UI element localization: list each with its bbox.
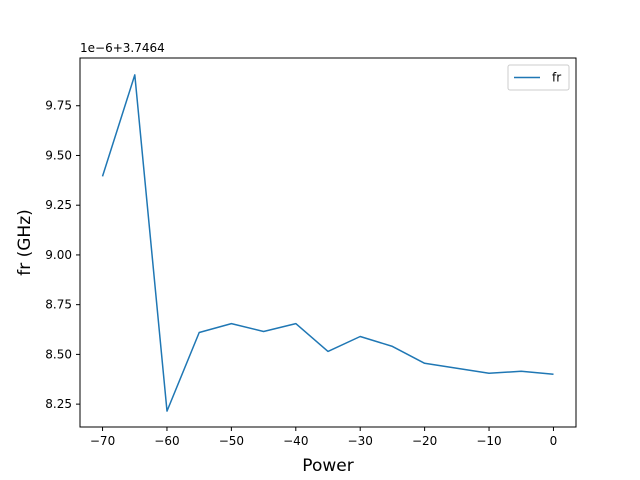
y-tick-label: 8.75	[45, 298, 72, 312]
x-tick-label: −20	[412, 434, 437, 448]
axes-frame	[79, 57, 577, 428]
x-tick-label: −30	[348, 434, 373, 448]
legend: fr	[507, 64, 570, 91]
x-tick-label: −70	[90, 434, 115, 448]
y-tick-label: 9.25	[45, 198, 72, 212]
y-tick-label: 9.50	[45, 148, 72, 162]
y-tick-label: 8.50	[45, 347, 72, 361]
x-axis-ticks: −70 −60 −50 −40 −30 −20 −10 0	[90, 427, 557, 448]
x-tick-label: −10	[476, 434, 501, 448]
x-axis-label: Power	[302, 456, 353, 476]
y-tick-label: 8.25	[45, 397, 72, 411]
x-tick-label: −40	[283, 434, 308, 448]
x-tick-label: −50	[219, 434, 244, 448]
y-axis-offset-label: 1e−6+3.7464	[80, 41, 165, 55]
x-tick-label: 0	[550, 434, 558, 448]
series-layer	[101, 74, 554, 412]
y-axis-label: fr (GHz)	[15, 209, 35, 276]
legend-entry-fr: fr	[552, 71, 561, 85]
y-axis-ticks: 8.25 8.50 8.75 9.00 9.25 9.50 9.75	[45, 99, 80, 411]
y-tick-label: 9.75	[45, 99, 72, 113]
y-tick-label: 9.00	[45, 248, 72, 262]
series-line-fr	[101, 74, 554, 412]
x-tick-label: −60	[154, 434, 179, 448]
